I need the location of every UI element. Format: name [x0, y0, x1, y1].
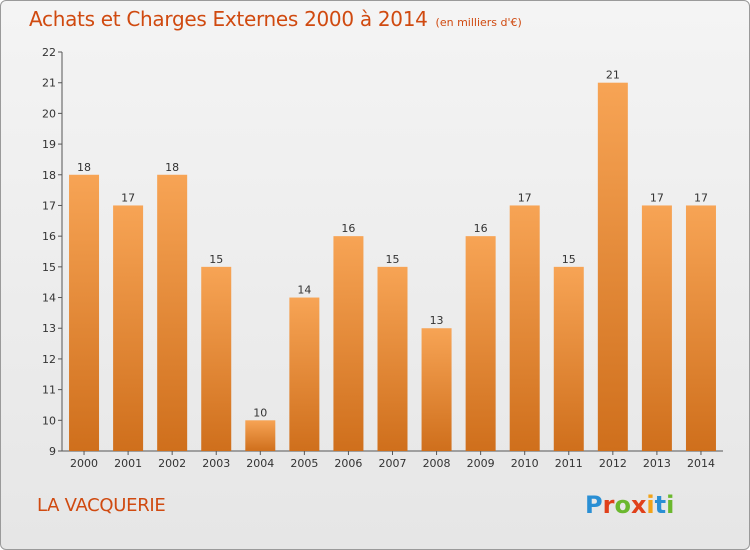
data-label: 15 — [562, 253, 576, 266]
bar — [245, 420, 276, 451]
bar — [201, 266, 232, 451]
x-tick-label: 2001 — [114, 457, 142, 470]
data-label: 15 — [209, 253, 223, 266]
y-tick-label: 11 — [42, 384, 56, 397]
logo-letter: P — [585, 491, 603, 519]
logo-letter: x — [630, 491, 647, 519]
bar — [509, 205, 540, 451]
data-label: 13 — [430, 314, 444, 327]
bar — [289, 297, 320, 451]
x-tick-label: 2014 — [687, 457, 715, 470]
bar — [465, 236, 496, 451]
data-label: 14 — [297, 284, 311, 297]
logo-letter: r — [602, 491, 615, 519]
bar — [157, 174, 188, 451]
logo-letter: o — [614, 491, 631, 519]
logo-letter: t — [654, 491, 667, 519]
bar — [641, 205, 672, 451]
x-tick-label: 2006 — [334, 457, 362, 470]
y-tick-label: 17 — [42, 199, 56, 212]
bar — [421, 328, 452, 451]
x-tick-label: 2005 — [290, 457, 318, 470]
x-tick-label: 2011 — [555, 457, 583, 470]
place-name: LA VACQUERIE — [37, 495, 166, 516]
bar — [553, 266, 584, 451]
x-tick-label: 2010 — [511, 457, 539, 470]
x-tick-label: 2004 — [246, 457, 274, 470]
y-tick-label: 12 — [42, 353, 56, 366]
data-label: 17 — [518, 191, 532, 204]
y-tick-label: 21 — [42, 77, 56, 90]
x-tick-label: 2000 — [70, 457, 98, 470]
data-label: 17 — [121, 191, 135, 204]
data-label: 15 — [386, 253, 400, 266]
y-tick-label: 20 — [42, 107, 56, 120]
y-tick-label: 18 — [42, 169, 56, 182]
x-tick-label: 2008 — [423, 457, 451, 470]
data-label: 17 — [650, 191, 664, 204]
bar — [113, 205, 144, 451]
data-label: 16 — [341, 222, 355, 235]
data-label: 18 — [77, 161, 91, 174]
y-tick-label: 13 — [42, 322, 56, 335]
bar — [69, 174, 100, 451]
data-label: 21 — [606, 69, 620, 82]
bar — [377, 266, 408, 451]
x-tick-label: 2009 — [467, 457, 495, 470]
bar — [333, 236, 364, 451]
x-tick-label: 2002 — [158, 457, 186, 470]
logo-letter: i — [666, 491, 675, 519]
bar — [597, 82, 628, 451]
data-label: 16 — [474, 222, 488, 235]
y-tick-label: 22 — [42, 46, 56, 59]
y-tick-label: 9 — [49, 445, 56, 458]
y-tick-label: 10 — [42, 414, 56, 427]
proxiti-logo: Proxiti — [585, 491, 674, 519]
chart-title: Achats et Charges Externes 2000 à 2014 (e… — [29, 7, 522, 31]
data-label: 10 — [253, 406, 267, 419]
data-label: 17 — [694, 191, 708, 204]
y-tick-label: 19 — [42, 138, 56, 151]
logo-letter: i — [646, 491, 655, 519]
title-text: Achats et Charges Externes 2000 à 2014 — [29, 7, 428, 31]
x-tick-label: 2003 — [202, 457, 230, 470]
x-tick-label: 2007 — [379, 457, 407, 470]
y-tick-label: 16 — [42, 230, 56, 243]
x-tick-label: 2013 — [643, 457, 671, 470]
y-tick-label: 14 — [42, 292, 56, 305]
title-unit: (en milliers d'€) — [435, 16, 522, 29]
bar — [685, 205, 716, 451]
y-tick-label: 15 — [42, 261, 56, 274]
data-label: 18 — [165, 161, 179, 174]
x-tick-label: 2012 — [599, 457, 627, 470]
